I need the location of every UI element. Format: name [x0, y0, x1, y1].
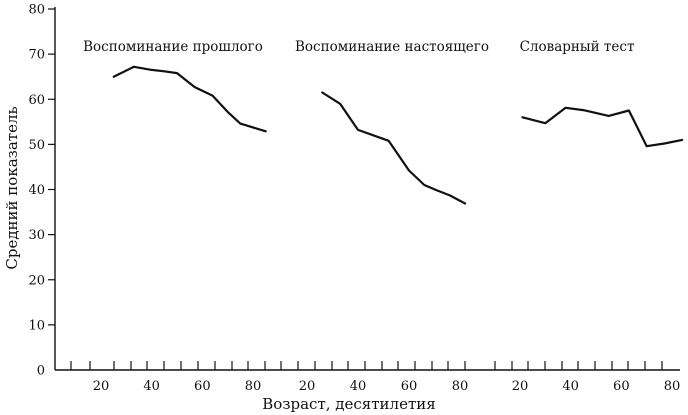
x-tick-label: 80: [245, 379, 262, 394]
x-tick-label: 80: [452, 379, 469, 394]
x-tick-label: 60: [401, 379, 418, 394]
x-tick-label: 20: [512, 379, 529, 394]
x-tick-label: 40: [143, 379, 160, 394]
y-tick-label: 0: [37, 364, 45, 379]
y-tick-label: 70: [28, 48, 45, 63]
y-tick-label: 40: [28, 183, 45, 198]
y-tick-label: 80: [28, 3, 45, 18]
x-tick-label: 40: [350, 379, 367, 394]
series-line: [521, 106, 684, 148]
panel-2: Воспоминание настоящего 20 40 60 80: [295, 39, 489, 394]
x-tick-label: 40: [562, 379, 579, 394]
series-line: [321, 91, 467, 205]
panel-3: Словарный тест 20 40 60 80: [512, 39, 684, 394]
panel-title: Воспоминание настоящего: [295, 39, 489, 55]
panel-title: Воспоминание прошлого: [83, 39, 263, 55]
y-tick-label: 30: [28, 228, 45, 243]
x-tick-label: 20: [299, 379, 316, 394]
y-axis-label: Средний показатель: [3, 106, 21, 269]
x-tick-label: 20: [93, 379, 110, 394]
series-line: [112, 65, 267, 133]
y-axis: 0 10 20 30 40 50 60 70 80: [28, 3, 56, 379]
x-tick-label: 60: [613, 379, 630, 394]
x-axis: [55, 361, 680, 371]
x-tick-label: 60: [194, 379, 211, 394]
panel-title: Словарный тест: [520, 39, 635, 55]
y-tick-label: 20: [28, 273, 45, 288]
y-tick-label: 50: [28, 138, 45, 153]
y-tick-label: 60: [28, 93, 45, 108]
x-tick-label: 80: [664, 379, 681, 394]
x-axis-label: Возраст, десятилетия: [262, 395, 435, 413]
y-tick-label: 10: [28, 318, 45, 333]
panel-1: Воспоминание прошлого 20 40 60 80: [83, 39, 267, 394]
